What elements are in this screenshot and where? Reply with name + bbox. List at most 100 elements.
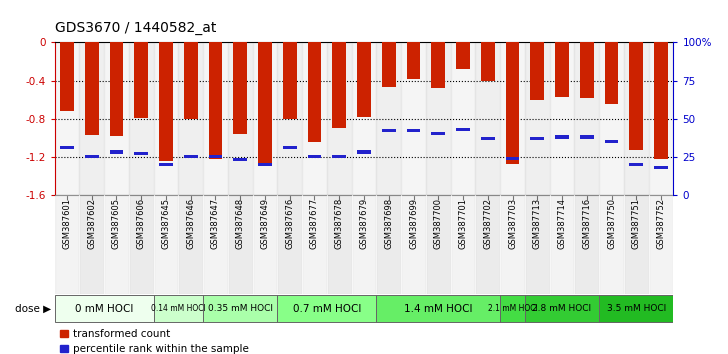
Bar <box>426 42 451 195</box>
Bar <box>382 129 395 132</box>
Bar <box>234 158 247 161</box>
Bar <box>599 195 624 294</box>
Bar <box>253 195 277 294</box>
Text: GSM387677: GSM387677 <box>310 198 319 249</box>
Bar <box>184 42 197 119</box>
Bar <box>376 295 500 322</box>
Bar <box>376 42 401 195</box>
Bar <box>203 42 228 195</box>
Text: GSM387701: GSM387701 <box>459 198 467 249</box>
Bar <box>376 295 500 322</box>
Bar <box>154 42 178 195</box>
Bar <box>55 195 79 294</box>
Bar <box>475 42 500 195</box>
Bar <box>302 42 327 195</box>
Bar <box>531 137 544 140</box>
Bar <box>525 295 599 322</box>
Text: GSM387716: GSM387716 <box>582 198 591 249</box>
Bar <box>333 42 346 128</box>
Bar <box>277 295 376 322</box>
Bar <box>550 195 574 294</box>
Bar <box>432 132 445 136</box>
Text: GSM387678: GSM387678 <box>335 198 344 249</box>
Bar <box>55 42 79 195</box>
Bar <box>630 162 643 166</box>
Bar <box>525 295 599 322</box>
Text: GSM387647: GSM387647 <box>211 198 220 249</box>
Bar <box>178 195 203 294</box>
Text: GSM387751: GSM387751 <box>632 198 641 249</box>
Bar <box>209 42 222 159</box>
Text: GSM387649: GSM387649 <box>261 198 269 249</box>
Text: 3.5 mM HOCl: 3.5 mM HOCl <box>606 304 666 313</box>
Text: GSM387602: GSM387602 <box>87 198 96 249</box>
Text: GSM387676: GSM387676 <box>285 198 294 249</box>
Bar <box>135 152 148 155</box>
Bar <box>630 42 643 150</box>
Bar <box>401 42 426 195</box>
Bar <box>451 42 475 195</box>
Bar <box>574 195 599 294</box>
Bar <box>203 195 228 294</box>
Bar <box>456 127 470 131</box>
Bar <box>129 195 154 294</box>
Bar <box>475 195 500 294</box>
Bar <box>555 135 569 138</box>
Bar <box>432 42 445 88</box>
Bar <box>481 42 494 81</box>
Text: 2.1 mM HOCl: 2.1 mM HOCl <box>488 304 537 313</box>
Bar <box>580 42 593 98</box>
Text: 0.7 mM HOCl: 0.7 mM HOCl <box>293 304 361 314</box>
Bar <box>55 295 154 322</box>
Bar <box>277 195 302 294</box>
Bar <box>302 195 327 294</box>
Text: GSM387601: GSM387601 <box>63 198 71 249</box>
Bar <box>654 166 668 169</box>
Bar <box>308 42 321 142</box>
Bar <box>654 42 668 159</box>
Bar <box>55 295 154 322</box>
Bar <box>209 155 222 158</box>
Bar <box>550 42 574 195</box>
Bar <box>178 42 203 195</box>
Bar <box>327 42 352 195</box>
Bar <box>129 42 154 195</box>
Bar <box>283 42 296 119</box>
Bar <box>580 135 593 138</box>
Bar <box>531 42 544 99</box>
Bar <box>407 129 420 132</box>
Text: 0.14 mM HOCl: 0.14 mM HOCl <box>151 304 206 313</box>
Bar <box>327 195 352 294</box>
Bar <box>525 42 550 195</box>
Bar <box>376 195 401 294</box>
Bar <box>277 295 376 322</box>
Bar <box>407 42 420 79</box>
Text: GSM387713: GSM387713 <box>533 198 542 249</box>
Bar <box>104 195 129 294</box>
Bar <box>451 195 475 294</box>
Bar <box>184 155 197 158</box>
Text: GSM387679: GSM387679 <box>360 198 368 249</box>
Text: GSM387605: GSM387605 <box>112 198 121 249</box>
Bar <box>506 42 519 164</box>
Bar <box>555 42 569 97</box>
Bar <box>283 146 296 149</box>
Bar <box>79 195 104 294</box>
Bar <box>500 195 525 294</box>
Bar <box>110 150 123 154</box>
Bar <box>500 295 525 322</box>
Bar <box>154 195 178 294</box>
Bar <box>456 42 470 69</box>
Bar <box>228 195 253 294</box>
Text: GSM387645: GSM387645 <box>162 198 170 249</box>
Text: GDS3670 / 1440582_at: GDS3670 / 1440582_at <box>55 21 216 35</box>
Bar <box>382 42 395 87</box>
Bar <box>525 195 550 294</box>
Bar <box>60 146 74 149</box>
Text: 0 mM HOCl: 0 mM HOCl <box>75 304 133 314</box>
Bar <box>234 42 247 134</box>
Bar <box>154 295 203 322</box>
Bar <box>500 42 525 195</box>
Bar <box>159 162 173 166</box>
Text: 1.4 mM HOCl: 1.4 mM HOCl <box>404 304 472 314</box>
